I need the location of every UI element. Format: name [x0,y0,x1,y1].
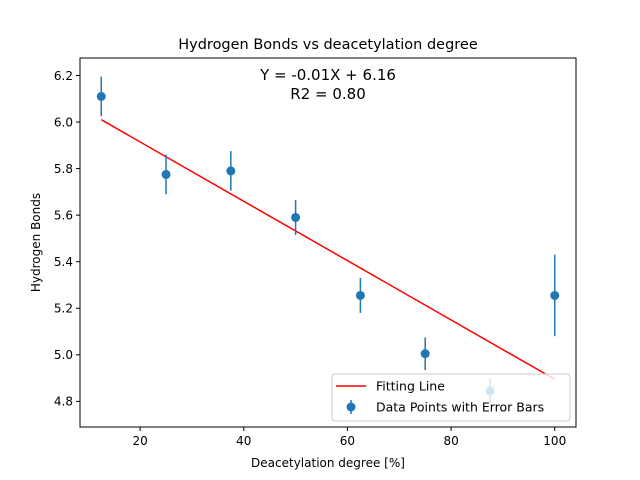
data-point [226,166,236,176]
y-axis-ticks: 4.8 5.0 5.2 5.4 5.6 5.8 6.0 6.2 [54,69,80,409]
fit-line-layer [100,119,556,380]
x-axis-ticks: 20 40 60 80 100 [132,427,566,448]
data-point [550,290,560,300]
y-tick-label: 6.0 [54,115,73,129]
chart-title: Hydrogen Bonds vs deacetylation degree [178,37,478,53]
legend-errorbar-label: Data Points with Error Bars [376,400,544,415]
x-tick-label: 100 [543,434,566,448]
y-tick-label: 5.4 [54,255,73,269]
data-point [355,290,365,300]
y-tick-label: 5.2 [54,302,73,316]
data-point [161,169,171,179]
legend-box [331,373,571,422]
y-tick-label: 4.8 [54,395,73,409]
legend-fit-line-label: Fitting Line [376,379,445,394]
y-tick-label: 5.0 [54,348,73,362]
y-tick-label: 6.2 [54,69,73,83]
y-axis-label: Hydrogen Bonds [29,193,43,292]
y-tick-label: 5.8 [54,162,73,176]
legend-errorbar-swatch-marker [346,402,356,412]
data-point [420,349,430,359]
fit-equation-annotation: Y = -0.01X + 6.16 [259,66,396,84]
x-tick-label: 40 [236,434,251,448]
x-tick-label: 20 [132,434,147,448]
data-points-layer [96,76,560,404]
data-point [291,212,301,222]
x-axis-label: Deacetylation degree [%] [251,456,405,470]
fitting-line [100,119,556,380]
data-point [96,91,106,101]
x-tick-label: 80 [443,434,458,448]
y-tick-label: 5.6 [54,208,73,222]
x-tick-label: 60 [340,434,355,448]
legend: Fitting Line Data Points with Error Bars [331,373,571,422]
axes-frame [79,57,577,428]
r-squared-annotation: R2 = 0.80 [290,85,365,103]
plot-area [79,57,577,428]
